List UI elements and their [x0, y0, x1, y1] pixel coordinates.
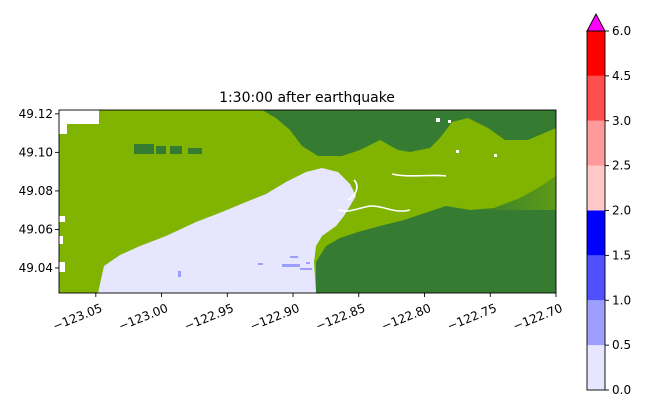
colorbar-segment	[587, 210, 605, 256]
map-area	[59, 110, 556, 293]
colorbar-tick-label: 3.0	[612, 114, 631, 128]
colorbar-tick-label: 2.5	[612, 159, 631, 173]
colorbar-tick-label: 1.0	[612, 293, 631, 307]
chart-title: 1:30:00 after earthquake	[219, 90, 395, 106]
x-tick-label: −122.85	[314, 301, 368, 333]
nodata-flecks	[59, 110, 497, 272]
x-tick-label: −122.75	[445, 301, 499, 333]
colorbar: 0.0 0.5 1.0 1.5 2.0 2.5 3.0 4.5 6.0	[586, 13, 631, 397]
colorbar-segment	[587, 345, 605, 390]
colorbar-segment	[587, 31, 605, 76]
colorbar-tick-label: 0.0	[612, 383, 631, 397]
colorbar-extend-max	[586, 13, 606, 32]
colorbar-segment	[587, 75, 605, 121]
plot-frame	[58, 109, 557, 294]
water-flecks	[178, 256, 312, 277]
colorbar-tick-label: 0.5	[612, 338, 631, 352]
x-tick-label: −122.80	[379, 301, 433, 333]
x-tick-label: −122.95	[182, 301, 236, 333]
colorbar-segment	[587, 120, 605, 166]
land-fade	[470, 150, 556, 210]
x-tick-label: −122.90	[248, 301, 302, 333]
colorbar-segment	[587, 300, 605, 346]
colorbar-tick-label: 2.0	[612, 204, 631, 218]
y-axis: 49.04 49.06 49.08 49.10 49.12	[19, 107, 59, 275]
land-dark-patches	[134, 144, 202, 154]
river-channels	[337, 173, 447, 212]
x-tick-label: −122.70	[511, 301, 565, 333]
land-dark-north	[262, 110, 556, 156]
y-tick-label: 49.08	[19, 184, 53, 198]
colorbar-tick-label: 1.5	[612, 248, 631, 262]
y-tick-label: 49.06	[19, 222, 53, 236]
water-region	[98, 168, 356, 293]
y-tick-label: 49.12	[19, 107, 53, 121]
y-tick-label: 49.10	[19, 145, 53, 159]
x-axis: −123.05 −123.00 −122.95 −122.90 −122.85 −122.…	[51, 293, 565, 333]
x-tick-label: −123.05	[51, 301, 105, 333]
colorbar-segment	[587, 165, 605, 211]
x-tick-label: −123.00	[116, 301, 170, 333]
colorbar-segment	[587, 255, 605, 301]
colorbar-tick-label: 4.5	[612, 69, 631, 83]
colorbar-tick-label: 6.0	[612, 24, 631, 38]
y-tick-label: 49.04	[19, 261, 53, 275]
land-dark-south	[316, 176, 556, 293]
